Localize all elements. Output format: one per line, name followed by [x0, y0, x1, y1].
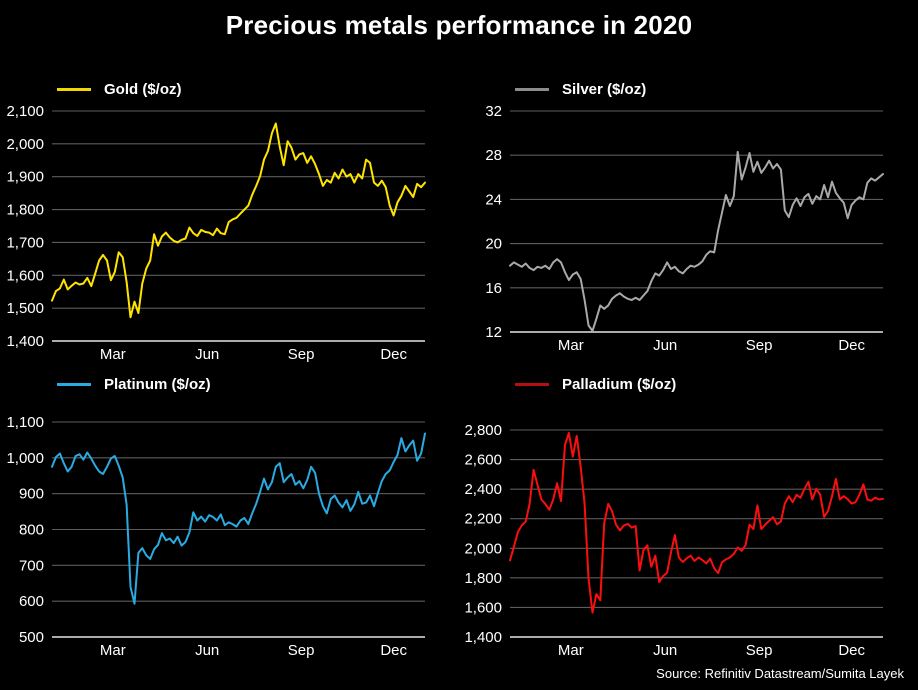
platinum-legend-swatch	[57, 382, 91, 386]
platinum-legend-label: Platinum ($/oz)	[104, 375, 211, 393]
palladium-legend: Palladium ($/oz)	[515, 375, 676, 393]
platinum-panel: 1,100 1,000 900 800 700 600 500 Mar Jun Sep Dec Pl…	[0, 367, 449, 662]
y-tick-label: 1,100	[6, 414, 44, 431]
y-tick-label: 2,200	[464, 511, 502, 528]
platinum-legend: Platinum ($/oz)	[57, 375, 211, 393]
y-tick-label: 20	[485, 236, 502, 253]
y-tick-label: 1,500	[6, 300, 44, 317]
silver-chart: 32 28 24 20 16 12 Mar Jun Sep Dec	[485, 103, 884, 354]
y-tick-label: 1,600	[6, 267, 44, 284]
y-tick-label: 2,000	[464, 540, 502, 557]
gold-panel: 2,100 2,000 1,900 1,800 1,700 1,600 1,500 1,400…	[0, 72, 449, 367]
platinum-series-line	[51, 432, 426, 605]
y-tick-label: 2,000	[6, 136, 44, 153]
y-tick-label: 700	[19, 557, 44, 574]
silver-legend-label: Silver ($/oz)	[562, 80, 647, 98]
x-tick-label: Dec	[838, 642, 865, 659]
x-tick-label: Sep	[288, 642, 315, 659]
x-tick-label: Mar	[558, 642, 584, 659]
x-tick-label: Jun	[195, 346, 219, 363]
y-tick-label: 1,400	[6, 333, 44, 350]
y-tick-label: 1,700	[6, 234, 44, 251]
y-tick-label: 24	[485, 191, 502, 208]
palladium-legend-swatch	[515, 382, 549, 386]
gold-legend: Gold ($/oz)	[57, 80, 182, 98]
x-tick-label: Mar	[100, 346, 126, 363]
y-tick-label: 2,600	[464, 452, 502, 469]
palladium-series-line	[509, 432, 884, 614]
y-tick-label: 1,800	[464, 570, 502, 587]
y-tick-label: 800	[19, 522, 44, 539]
x-tick-label: Mar	[558, 337, 584, 354]
silver-series-line	[509, 150, 884, 332]
x-tick-label: Jun	[653, 642, 677, 659]
x-tick-label: Dec	[838, 337, 865, 354]
y-tick-label: 1,900	[6, 169, 44, 186]
y-tick-label: 2,800	[464, 422, 502, 439]
x-tick-label: Dec	[380, 346, 407, 363]
palladium-chart: 2,800 2,600 2,400 2,200 2,000 1,800 1,600 1,400…	[464, 422, 884, 659]
y-tick-label: 32	[485, 103, 502, 120]
x-tick-label: Mar	[100, 642, 126, 659]
palladium-panel: 2,800 2,600 2,400 2,200 2,000 1,800 1,600 1,400…	[458, 367, 907, 662]
gold-series-line	[51, 122, 426, 319]
x-tick-label: Sep	[746, 337, 773, 354]
x-tick-label: Sep	[746, 642, 773, 659]
x-tick-label: Jun	[653, 337, 677, 354]
x-tick-label: Dec	[380, 642, 407, 659]
y-tick-label: 1,000	[6, 450, 44, 467]
chart-title: Precious metals performance in 2020	[225, 10, 693, 40]
y-tick-label: 16	[485, 280, 502, 297]
y-tick-label: 12	[485, 324, 502, 341]
y-tick-label: 2,100	[6, 103, 44, 120]
silver-legend: Silver ($/oz)	[515, 80, 646, 98]
platinum-chart: 1,100 1,000 900 800 700 600 500 Mar Jun Sep Dec	[6, 414, 426, 659]
gold-legend-label: Gold ($/oz)	[104, 80, 182, 98]
x-tick-label: Jun	[195, 642, 219, 659]
gold-legend-swatch	[57, 87, 91, 91]
y-tick-label: 1,800	[6, 202, 44, 219]
palladium-legend-label: Palladium ($/oz)	[562, 375, 677, 393]
x-tick-label: Sep	[288, 346, 315, 363]
y-tick-label: 28	[485, 147, 502, 164]
silver-panel: 32 28 24 20 16 12 Mar Jun Sep Dec Silver ($/oz)	[458, 72, 907, 367]
y-tick-label: 500	[19, 629, 44, 646]
y-tick-label: 2,400	[464, 481, 502, 498]
source-credit: Source: Refinitiv Datastream/Sumita Laye…	[656, 666, 904, 681]
silver-legend-swatch	[515, 87, 549, 91]
y-tick-label: 1,400	[464, 629, 502, 646]
y-tick-label: 600	[19, 593, 44, 610]
y-tick-label: 900	[19, 486, 44, 503]
y-tick-label: 1,600	[464, 599, 502, 616]
gold-chart: 2,100 2,000 1,900 1,800 1,700 1,600 1,500 1,400…	[6, 103, 426, 363]
